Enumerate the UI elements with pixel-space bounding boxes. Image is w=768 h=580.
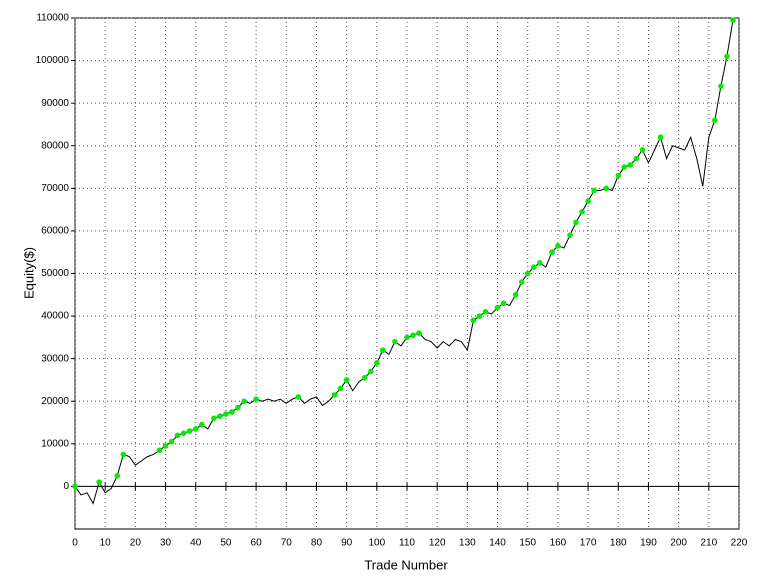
x-tick-label: 10	[100, 538, 112, 549]
new-high-marker	[120, 451, 127, 458]
x-tick-label: 120	[429, 538, 446, 549]
new-high-marker	[392, 338, 398, 345]
new-high-marker	[410, 332, 416, 339]
y-tick-label: 100000	[36, 55, 70, 66]
y-axis-label: Equity($)	[21, 247, 36, 299]
new-high-marker	[615, 172, 622, 179]
new-high-marker	[524, 270, 531, 277]
x-tick-label: 170	[580, 538, 597, 549]
new-high-marker	[343, 377, 350, 383]
new-high-marker	[500, 300, 507, 307]
x-tick-label: 200	[670, 538, 687, 549]
new-high-marker	[114, 472, 121, 479]
x-tick-label: 210	[700, 538, 717, 549]
new-high-marker	[174, 432, 181, 439]
new-high-marker	[476, 313, 483, 319]
new-high-marker	[633, 155, 640, 162]
new-high-marker	[295, 394, 302, 400]
new-high-marker	[186, 428, 193, 434]
new-high-marker	[229, 409, 235, 415]
y-tick-label: 10000	[41, 438, 69, 449]
x-tick-label: 110	[399, 538, 415, 549]
new-high-marker	[549, 249, 555, 256]
x-tick-label: 160	[550, 538, 567, 549]
new-high-marker	[235, 404, 241, 411]
y-tick-label: 50000	[41, 268, 69, 279]
new-high-marker	[253, 396, 259, 402]
new-high-marker	[724, 53, 730, 60]
x-tick-label: 80	[311, 538, 323, 549]
new-high-marker	[374, 360, 380, 366]
new-high-marker	[241, 398, 247, 405]
new-high-marker	[331, 392, 338, 398]
new-high-marker	[573, 219, 579, 226]
new-high-marker	[380, 347, 386, 353]
new-high-marker	[621, 164, 628, 170]
x-tick-label: 40	[190, 538, 202, 549]
y-tick-label: 70000	[41, 183, 69, 194]
new-high-marker	[657, 134, 664, 141]
new-high-marker	[192, 426, 199, 432]
new-high-marker	[162, 443, 169, 449]
x-tick-label: 30	[160, 538, 172, 549]
y-tick-label: 60000	[41, 226, 69, 237]
new-high-marker	[470, 317, 477, 324]
new-high-marker	[416, 330, 422, 336]
new-high-marker	[494, 304, 501, 311]
y-tick-label: 40000	[41, 311, 69, 322]
new-high-marker	[603, 185, 609, 192]
new-high-marker	[198, 421, 205, 428]
new-high-marker	[530, 264, 537, 270]
x-tick-label: 190	[640, 538, 657, 549]
x-tick-label: 130	[459, 538, 476, 549]
new-high-marker	[180, 430, 187, 436]
x-tick-label: 90	[341, 538, 353, 549]
new-high-marker	[567, 232, 573, 238]
new-high-marker	[718, 83, 724, 89]
x-tick-label: 50	[220, 538, 232, 549]
x-tick-label: 20	[130, 538, 142, 549]
new-high-marker	[518, 279, 525, 285]
new-high-marker	[639, 147, 646, 153]
new-high-marker	[627, 162, 634, 168]
new-high-marker	[337, 385, 344, 392]
new-high-marker	[730, 17, 736, 23]
x-tick-label: 220	[731, 538, 748, 549]
new-high-marker	[223, 411, 229, 417]
x-tick-label: 60	[251, 538, 263, 549]
new-high-marker	[537, 260, 543, 266]
y-tick-label: 90000	[41, 98, 69, 109]
x-tick-label: 100	[368, 538, 385, 549]
new-high-marker	[512, 291, 519, 298]
new-high-marker	[211, 415, 217, 422]
new-high-marker	[72, 483, 78, 490]
x-axis-label: Trade Number	[364, 557, 448, 572]
y-tick-label: 80000	[41, 140, 69, 151]
new-high-marker	[591, 187, 597, 194]
y-tick-label: 0	[63, 481, 69, 492]
x-tick-label: 140	[489, 538, 506, 549]
new-high-marker	[712, 117, 718, 123]
new-high-marker	[585, 198, 591, 204]
x-tick-label: 0	[72, 538, 78, 549]
new-high-marker	[156, 447, 163, 454]
new-high-marker	[579, 208, 585, 215]
x-tick-label: 180	[610, 538, 627, 549]
y-tick-label: 20000	[41, 396, 69, 407]
new-high-marker	[367, 368, 374, 375]
x-tick-label: 70	[281, 538, 293, 549]
new-high-marker	[555, 243, 561, 249]
y-tick-label: 30000	[41, 353, 69, 364]
y-tick-label: 110000	[36, 13, 69, 24]
new-high-marker	[168, 438, 175, 445]
new-high-marker	[404, 334, 410, 341]
new-high-marker	[361, 375, 368, 381]
x-tick-label: 150	[519, 538, 536, 549]
new-high-marker	[482, 309, 489, 315]
new-high-marker	[96, 479, 102, 485]
new-high-marker	[217, 413, 223, 419]
